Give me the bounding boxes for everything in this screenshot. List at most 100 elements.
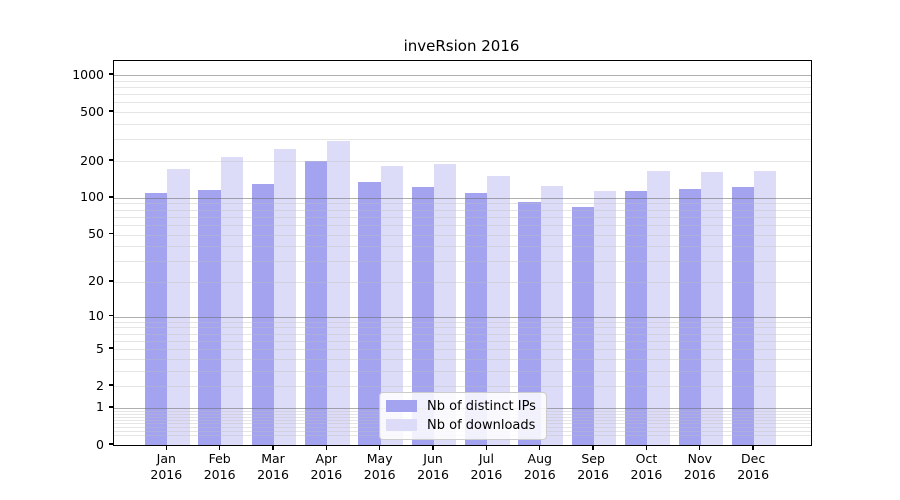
gridline-minor-300 xyxy=(114,139,811,141)
y-tick-mark-500 xyxy=(108,110,114,112)
legend-item-distinct-ips: Nb of distinct IPs xyxy=(386,398,538,414)
y-tick-mark-2 xyxy=(108,384,114,386)
gridline-minor-70 xyxy=(114,216,811,218)
gridline-major-1000 xyxy=(114,75,811,77)
gridline-minor-4 xyxy=(114,358,811,360)
x-tick-label-aug: Aug 2016 xyxy=(523,451,556,482)
gridline-minor-7 xyxy=(114,333,811,335)
legend-label-distinct-ips: Nb of distinct IPs xyxy=(427,398,536,414)
gridline-minor-30 xyxy=(114,261,811,263)
y-tick-label-2: 2 xyxy=(96,377,104,393)
bar-feb-downloads xyxy=(220,157,243,445)
gridline-minor-2 xyxy=(114,386,811,388)
y-tick-label-10: 10 xyxy=(88,308,104,324)
y-tick-mark-20 xyxy=(108,280,114,282)
gridline-minor-400 xyxy=(114,124,811,125)
bar-nov-downloads xyxy=(700,172,724,445)
gridline-minor-6 xyxy=(114,340,811,342)
x-tick-label-sep: Sep 2016 xyxy=(577,451,609,482)
x-tick-mark-aug xyxy=(539,445,541,451)
y-tick-mark-5 xyxy=(108,347,114,349)
x-tick-mark-feb xyxy=(218,445,221,451)
x-tick-mark-dec xyxy=(752,445,754,451)
y-tick-mark-0 xyxy=(108,443,114,445)
y-tick-mark-10 xyxy=(108,314,114,317)
y-tick-mark-1 xyxy=(108,406,114,408)
bar-dec-distinct-ips xyxy=(731,186,755,445)
bar-jul-distinct-ips xyxy=(465,192,488,445)
gridline-major-10 xyxy=(114,316,811,318)
gridline-minor-40 xyxy=(114,246,811,248)
bar-apr-distinct-ips xyxy=(305,161,328,445)
x-tick-mark-jul xyxy=(485,445,488,451)
bar-jan-distinct-ips xyxy=(145,192,168,445)
x-tick-mark-oct xyxy=(645,445,648,451)
y-tick-mark-50 xyxy=(108,232,114,235)
gridline-minor-700 xyxy=(114,94,811,96)
chart-title: inveRsion 2016 xyxy=(403,37,520,55)
legend: Nb of distinct IPs Nb of downloads xyxy=(379,392,547,440)
gridline-minor-800 xyxy=(114,87,811,88)
bar-mar-downloads xyxy=(274,148,297,445)
gridline-minor-80 xyxy=(114,209,811,211)
y-tick-label-1000: 1000 xyxy=(72,66,104,82)
gridline-minor-60 xyxy=(114,224,811,226)
x-tick-mark-nov xyxy=(699,445,701,451)
bar-oct-downloads xyxy=(647,171,670,445)
legend-label-downloads: Nb of downloads xyxy=(427,417,536,433)
bar-sep-distinct-ips xyxy=(571,207,595,445)
gridline-minor-3 xyxy=(114,370,811,372)
x-tick-label-feb: Feb 2016 xyxy=(203,451,236,482)
bar-jun-distinct-ips xyxy=(411,187,435,445)
bar-apr-downloads xyxy=(327,140,350,445)
y-tick-mark-100 xyxy=(108,196,114,198)
legend-swatch-distinct-ips xyxy=(386,400,417,412)
bar-jun-downloads xyxy=(434,164,457,445)
bar-dec-downloads xyxy=(754,171,777,445)
gridline-minor-5 xyxy=(114,349,811,351)
y-tick-mark-200 xyxy=(108,159,114,161)
bar-may-downloads xyxy=(380,165,403,445)
gridline-minor-8 xyxy=(114,327,811,329)
bar-sep-downloads xyxy=(594,190,617,445)
gridline-minor-50 xyxy=(114,234,811,236)
y-tick-label-100: 100 xyxy=(80,189,104,205)
gridline-minor-900 xyxy=(114,80,811,82)
bar-jul-downloads xyxy=(487,176,510,445)
gridline-minor-500 xyxy=(114,112,811,114)
gridline-minor-90 xyxy=(114,203,811,205)
x-tick-mark-apr xyxy=(325,445,328,451)
x-tick-label-jun: Jun 2016 xyxy=(417,451,449,482)
y-tick-label-0: 0 xyxy=(96,436,104,452)
x-tick-mark-mar xyxy=(272,445,274,451)
x-tick-label-jan: Jan 2016 xyxy=(150,451,183,482)
legend-swatch-downloads xyxy=(386,419,417,431)
gridline-minor-9 xyxy=(114,321,811,323)
bar-mar-distinct-ips xyxy=(251,183,274,445)
y-tick-mark-1000 xyxy=(108,73,114,75)
x-tick-label-nov: Nov 2016 xyxy=(683,451,716,482)
x-tick-label-jul: Jul 2016 xyxy=(470,451,503,482)
bar-oct-distinct-ips xyxy=(625,190,648,445)
bar-may-distinct-ips xyxy=(358,181,381,445)
bar-jan-downloads xyxy=(167,169,190,445)
y-tick-label-5: 5 xyxy=(96,340,104,356)
bar-aug-distinct-ips xyxy=(518,202,541,445)
x-tick-mark-jan xyxy=(165,445,167,451)
bar-aug-downloads xyxy=(540,186,564,445)
gridline-minor-600 xyxy=(114,102,811,104)
y-tick-label-20: 20 xyxy=(88,273,104,289)
x-tick-label-oct: Oct 2016 xyxy=(630,451,663,482)
y-tick-label-200: 200 xyxy=(80,152,104,168)
gridline-minor-200 xyxy=(114,161,811,162)
x-tick-label-mar: Mar 2016 xyxy=(257,451,289,482)
plot-area xyxy=(113,60,812,446)
x-tick-mark-sep xyxy=(592,445,594,451)
x-tick-label-dec: Dec 2016 xyxy=(737,451,770,482)
x-tick-label-apr: Apr 2016 xyxy=(310,451,343,482)
legend-item-downloads: Nb of downloads xyxy=(386,417,538,433)
x-tick-mark-may xyxy=(379,445,381,451)
gridline-major-100 xyxy=(114,197,811,200)
x-tick-label-may: May 2016 xyxy=(363,451,396,482)
